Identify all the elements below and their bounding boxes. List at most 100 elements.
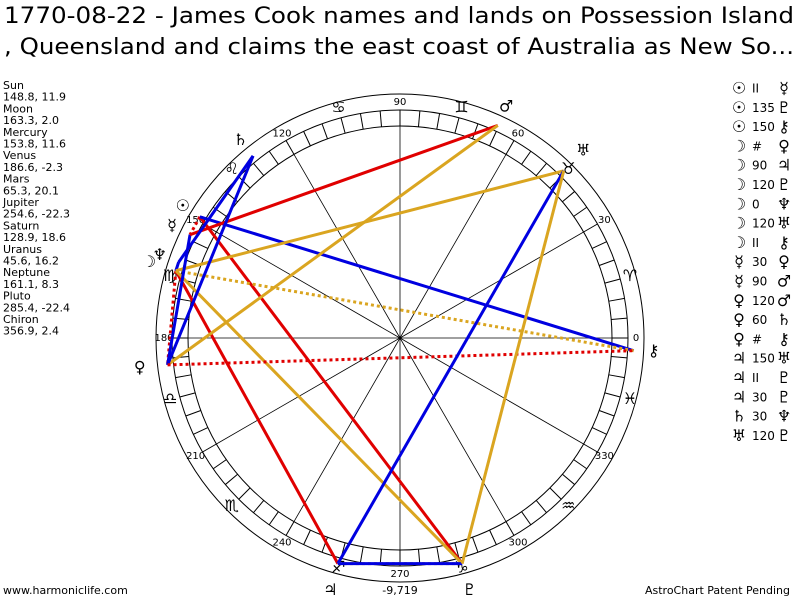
band-tick (549, 487, 562, 500)
band-tick (202, 443, 217, 453)
sign-glyph: ♉ (561, 159, 575, 178)
planet-glyph: ♆ (153, 245, 167, 264)
band-tick (562, 473, 575, 485)
aspect-type: 30 (752, 390, 767, 404)
band-tick (268, 511, 279, 526)
aspect-line (167, 349, 634, 367)
band-tick (238, 487, 251, 500)
aspect-planet: ♆ (777, 407, 791, 426)
planet-glyph: ♅ (576, 140, 590, 159)
aspect-planet: ☽ (732, 156, 746, 175)
aspect-line (336, 170, 566, 565)
band-tick (472, 123, 479, 139)
planet-name: Chiron (3, 313, 39, 326)
aspect-planet: ♃ (732, 349, 746, 368)
band-tick (608, 374, 625, 379)
sign-glyph: ♈ (623, 266, 637, 285)
band-tick (454, 117, 460, 134)
aspect-line (460, 170, 566, 564)
aspect-planet: ⚷ (778, 117, 790, 136)
aspect-planet: ☿ (734, 252, 744, 271)
band-tick (521, 150, 532, 165)
spoke (399, 231, 584, 339)
aspect-type: 120 (752, 429, 775, 443)
aspect-planet: ♇ (777, 98, 791, 117)
band-tick (303, 529, 311, 545)
band-tick (599, 410, 615, 417)
aspect-planet: ♇ (777, 426, 791, 445)
aspect-planet: ♀ (733, 291, 745, 310)
planet-coords: 45.6, 16.2 (3, 255, 59, 268)
planet-name: Mars (3, 173, 30, 186)
band-tick (379, 110, 383, 127)
aspect-planet: ♃ (732, 387, 746, 406)
band-tick (285, 140, 295, 155)
aspect-planet: ☉ (732, 98, 746, 117)
degree-label: 330 (595, 451, 614, 462)
band-tick (489, 529, 497, 545)
sign-glyph: ♓ (623, 389, 637, 408)
aspect-line (174, 269, 464, 565)
degree-label: 180 (154, 333, 173, 344)
band-tick (193, 427, 209, 435)
band-tick (472, 537, 479, 553)
aspect-type: II (752, 236, 759, 250)
aspect-planet: ♇ (777, 387, 791, 406)
aspect-planet: ♀ (778, 252, 790, 271)
band-tick (340, 117, 346, 134)
aspect-planet: ♃ (732, 368, 746, 387)
aspect-type: # (752, 332, 762, 346)
aspect-planet: ⚷ (778, 329, 790, 348)
spoke (293, 337, 401, 522)
outer-ring (155, 93, 645, 583)
band-tick (175, 374, 192, 379)
aspect-type: 0 (752, 197, 760, 211)
band-tick (303, 131, 311, 147)
band-tick (611, 317, 628, 321)
planet-coords: 65.3, 20.1 (3, 184, 59, 197)
degree-label: 60 (512, 129, 525, 140)
aspect-planet: ☿ (779, 79, 789, 98)
band-tick (521, 511, 532, 526)
planet-glyph: ☿ (167, 215, 177, 234)
spoke (399, 154, 507, 339)
planet-coords: 148.8, 11.9 (3, 91, 66, 104)
planet-coords: 254.6, -22.3 (3, 208, 70, 221)
aspect-line (198, 215, 464, 565)
aspect-planet: ♀ (733, 329, 745, 348)
aspect-type: 60 (752, 313, 767, 327)
aspect-planet: ☽ (732, 194, 746, 213)
planet-name: Venus (3, 149, 36, 162)
band-tick (417, 110, 421, 127)
sign-glyph: ♋ (331, 98, 345, 117)
aspect-planet: ♃ (777, 156, 791, 175)
aspect-type: 90 (752, 159, 767, 173)
planet-glyph: ☉ (176, 196, 190, 215)
aspect-planet: ☿ (734, 272, 744, 291)
band-tick (321, 537, 328, 553)
planet-coords: 186.6, -2.3 (3, 161, 63, 174)
planet-coords: 153.8, 11.6 (3, 138, 66, 151)
aspect-planet: ☽ (732, 214, 746, 233)
aspect-line (166, 124, 499, 367)
aspect-type: 150 (752, 120, 775, 134)
band-tick (253, 500, 265, 513)
planet-name: Uranus (3, 243, 42, 256)
planet-name: Sun (3, 79, 24, 92)
aspect-type: 30 (752, 410, 767, 424)
sign-glyph: ♍ (163, 266, 177, 285)
band-tick (573, 459, 588, 470)
spoke (399, 337, 507, 522)
band-tick (454, 542, 460, 559)
band-tick (436, 113, 441, 130)
aspect-line (166, 155, 255, 366)
degree-label: 240 (272, 537, 291, 548)
planet-name: Mercury (3, 126, 48, 139)
aspect-planet: ☽ (732, 175, 746, 194)
planet-name: Moon (3, 102, 33, 115)
site-link[interactable]: www.harmoniclife.com (3, 584, 128, 597)
planet-glyph: ☽ (142, 252, 156, 271)
aspect-line (189, 123, 499, 237)
aspect-type: 90 (752, 275, 767, 289)
